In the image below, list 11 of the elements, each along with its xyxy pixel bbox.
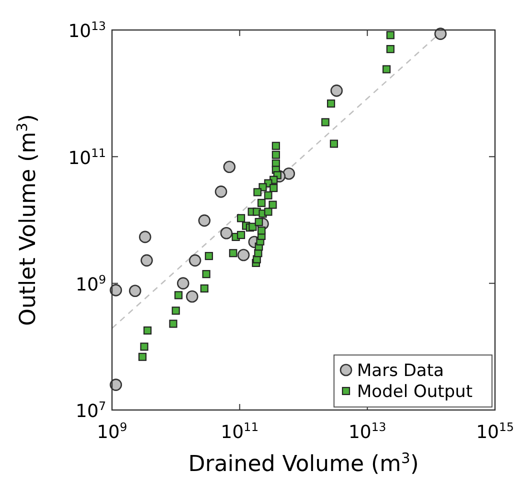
legend-label: Mars Data — [357, 360, 444, 381]
y-tick-label: 10$^{9}$ — [76, 272, 106, 296]
x-tick-label: 10$^{11}$ — [220, 420, 259, 443]
x-tick-label: 10$^{9}$ — [96, 420, 128, 443]
x-tick-label: 10$^{15}$ — [476, 420, 514, 443]
x-axis-title: Drained Volume (m$^{3}$) — [188, 451, 419, 477]
y-tick-label: 10$^{13}$ — [68, 19, 106, 42]
y-tick-label: 10$^{11}$ — [68, 146, 106, 169]
y-tick-label: 10$^{7}$ — [76, 399, 106, 422]
x-tick-label: 10$^{13}$ — [348, 420, 386, 443]
legend-label: Model Output — [357, 382, 473, 402]
